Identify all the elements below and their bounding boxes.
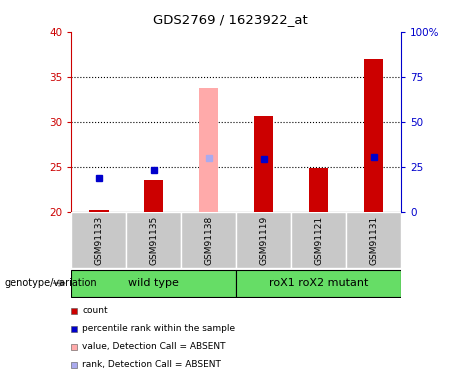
Text: value, Detection Call = ABSENT: value, Detection Call = ABSENT xyxy=(82,342,225,351)
Text: genotype/variation: genotype/variation xyxy=(5,278,97,288)
Text: count: count xyxy=(82,306,108,315)
Bar xyxy=(291,212,346,268)
Bar xyxy=(199,88,219,212)
Text: GSM91119: GSM91119 xyxy=(259,215,268,265)
Text: rank, Detection Call = ABSENT: rank, Detection Call = ABSENT xyxy=(82,360,221,369)
Bar xyxy=(346,212,401,268)
Text: GDS2769 / 1623922_at: GDS2769 / 1623922_at xyxy=(153,13,308,26)
Bar xyxy=(71,326,77,332)
Bar xyxy=(126,212,181,268)
Bar xyxy=(71,270,236,297)
Bar xyxy=(71,344,77,350)
Text: wild type: wild type xyxy=(129,278,179,288)
Bar xyxy=(364,59,383,212)
Bar xyxy=(254,117,273,212)
Bar xyxy=(309,168,328,212)
Bar xyxy=(71,212,126,268)
Text: roX1 roX2 mutant: roX1 roX2 mutant xyxy=(269,278,368,288)
Bar xyxy=(236,212,291,268)
Text: percentile rank within the sample: percentile rank within the sample xyxy=(82,324,235,333)
Bar xyxy=(181,212,236,268)
Bar xyxy=(144,180,164,212)
Bar xyxy=(71,308,77,314)
Text: GSM91138: GSM91138 xyxy=(204,215,213,265)
Bar xyxy=(89,210,108,212)
Bar xyxy=(236,270,401,297)
Text: GSM91133: GSM91133 xyxy=(95,215,103,265)
Text: GSM91131: GSM91131 xyxy=(369,215,378,265)
Text: GSM91121: GSM91121 xyxy=(314,215,323,265)
Text: GSM91135: GSM91135 xyxy=(149,215,159,265)
Bar xyxy=(71,362,77,368)
